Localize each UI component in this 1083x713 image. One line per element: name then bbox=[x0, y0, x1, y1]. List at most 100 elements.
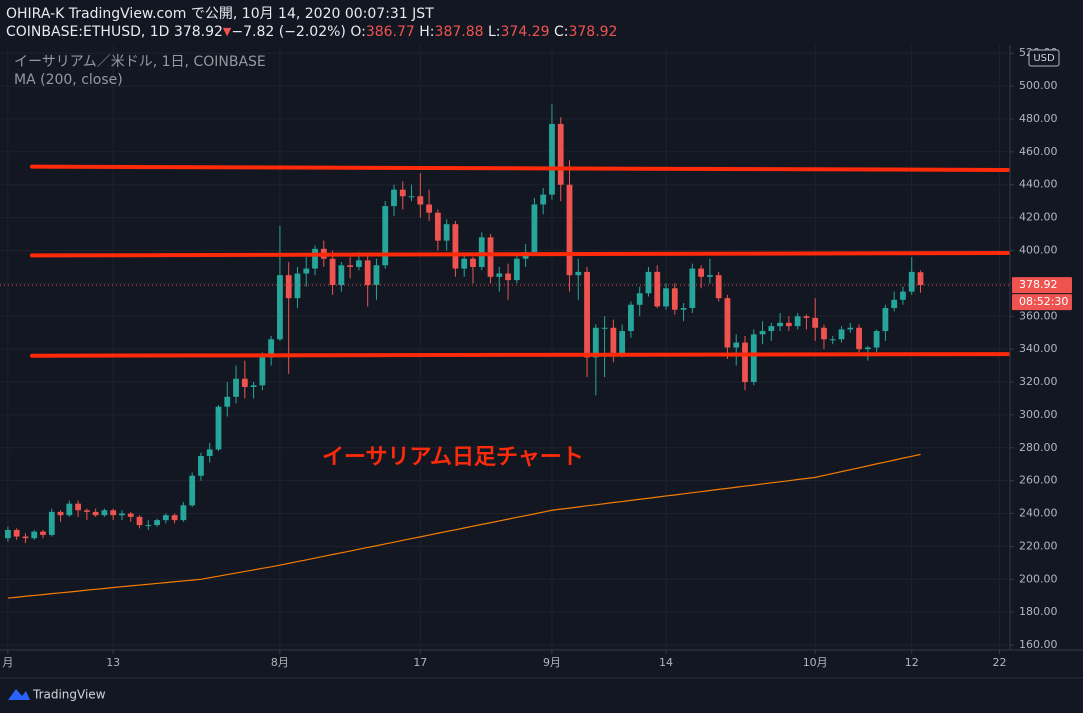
candle-body bbox=[294, 273, 301, 299]
moving-average bbox=[7, 453, 921, 599]
candle-body bbox=[110, 510, 117, 516]
x-tick-label: 月 bbox=[2, 656, 13, 669]
x-tick-label: 13 bbox=[106, 656, 120, 669]
change: −7.82 (−2.02%) bbox=[231, 24, 345, 40]
candle-body bbox=[426, 204, 432, 213]
candle-body bbox=[680, 308, 687, 310]
candle-body bbox=[505, 273, 511, 281]
candle-body bbox=[303, 268, 310, 274]
y-tick-label: 440.00 bbox=[1019, 178, 1058, 191]
y-tick-label: 460.00 bbox=[1019, 145, 1058, 158]
candle-body bbox=[908, 271, 915, 292]
y-tick-label: 420.00 bbox=[1019, 211, 1058, 224]
candle-body bbox=[13, 529, 20, 537]
y-tick-label: 200.00 bbox=[1019, 572, 1058, 585]
candle-body bbox=[127, 513, 134, 517]
candle-body bbox=[268, 339, 275, 358]
candle-body bbox=[66, 503, 73, 516]
candle-body bbox=[882, 308, 889, 332]
candle-body bbox=[891, 299, 898, 309]
candle-body bbox=[566, 184, 573, 276]
candle-body bbox=[584, 271, 590, 358]
header-quote: COINBASE:ETHUSD, 1D 378.92▼−7.82 (−2.02%… bbox=[6, 24, 617, 40]
x-tick-label: 17 bbox=[413, 656, 427, 669]
candle-body bbox=[198, 456, 204, 476]
last-price-label: 378.92 bbox=[1019, 278, 1058, 291]
candle-body bbox=[829, 339, 836, 341]
logo-icon bbox=[8, 689, 30, 700]
x-tick-label: 9月 bbox=[543, 656, 561, 669]
candle-body bbox=[277, 275, 283, 340]
candle-body bbox=[329, 258, 336, 286]
candle-body bbox=[48, 511, 55, 535]
y-tick-label: 400.00 bbox=[1019, 244, 1058, 257]
candle-body bbox=[812, 317, 819, 328]
candle-body bbox=[654, 271, 661, 307]
low-value: 374.29 bbox=[501, 24, 550, 40]
candle-body bbox=[119, 513, 125, 516]
y-tick-label: 320.00 bbox=[1019, 375, 1058, 388]
candle-body bbox=[180, 505, 187, 521]
candle-body bbox=[373, 265, 380, 286]
candle-body bbox=[478, 237, 485, 267]
candle-body bbox=[22, 536, 29, 539]
level-line bbox=[30, 352, 1010, 358]
annotation: イーサリアム日足チャート bbox=[322, 445, 584, 470]
candle-body bbox=[628, 304, 634, 332]
candle-body bbox=[794, 316, 801, 327]
candle-body bbox=[338, 265, 345, 286]
high-value: 387.88 bbox=[435, 24, 484, 40]
close-value: 378.92 bbox=[568, 24, 617, 40]
y-tick-label: 260.00 bbox=[1019, 474, 1058, 487]
candle-body bbox=[759, 331, 766, 335]
header-title: OHIRA-K TradingView.com で公開, 10月 14, 202… bbox=[6, 6, 434, 22]
candle-body bbox=[391, 189, 397, 207]
candle-body bbox=[162, 515, 169, 521]
countdown-badge bbox=[1012, 294, 1072, 311]
footer-brand: TradingView bbox=[32, 688, 106, 702]
candle-body bbox=[513, 258, 520, 281]
candle-body bbox=[724, 298, 731, 348]
candle-body bbox=[645, 271, 652, 294]
x-tick-label: 12 bbox=[905, 656, 919, 669]
last-price: 378.92 bbox=[174, 24, 223, 40]
y-tick-label: 500.00 bbox=[1019, 79, 1058, 92]
candle-body bbox=[715, 275, 722, 299]
candle-body bbox=[364, 260, 371, 286]
footer-logo: TradingView bbox=[8, 688, 106, 702]
y-tick-label: 220.00 bbox=[1019, 539, 1058, 552]
x-tick-label: 10月 bbox=[803, 656, 828, 669]
open-value: 386.77 bbox=[366, 24, 415, 40]
candle-body bbox=[83, 510, 90, 512]
candle-body bbox=[382, 206, 389, 266]
candle-body bbox=[610, 327, 617, 355]
candle-body bbox=[75, 503, 81, 511]
candle-body bbox=[250, 385, 257, 387]
candle-body bbox=[31, 531, 38, 539]
axes: 160.00 180.00 200.00 220.00 240.00 260.00 280.… bbox=[2, 46, 1072, 669]
currency-badge bbox=[1028, 49, 1060, 67]
candle-body bbox=[470, 258, 476, 267]
candle-body bbox=[285, 275, 292, 299]
candle-body bbox=[40, 531, 46, 535]
candle-body bbox=[601, 327, 608, 329]
candle-body bbox=[873, 331, 880, 348]
x-tick-label: 8月 bbox=[271, 656, 289, 669]
candle-body bbox=[145, 525, 152, 527]
candle-body bbox=[57, 511, 64, 516]
candle-body bbox=[768, 326, 775, 332]
candle-body bbox=[803, 316, 810, 318]
candle-body bbox=[5, 529, 11, 539]
candle-body bbox=[733, 342, 740, 348]
candle-body bbox=[233, 378, 239, 397]
candle-body bbox=[356, 260, 362, 267]
open-label: O: bbox=[350, 24, 366, 40]
candle-body bbox=[487, 237, 494, 277]
x-tick-label: 22 bbox=[992, 656, 1006, 669]
candle-body bbox=[864, 347, 871, 350]
candle-body bbox=[452, 224, 459, 269]
candle-body bbox=[557, 123, 564, 185]
candle-body bbox=[101, 510, 108, 516]
currency-label: USD bbox=[1033, 53, 1055, 64]
